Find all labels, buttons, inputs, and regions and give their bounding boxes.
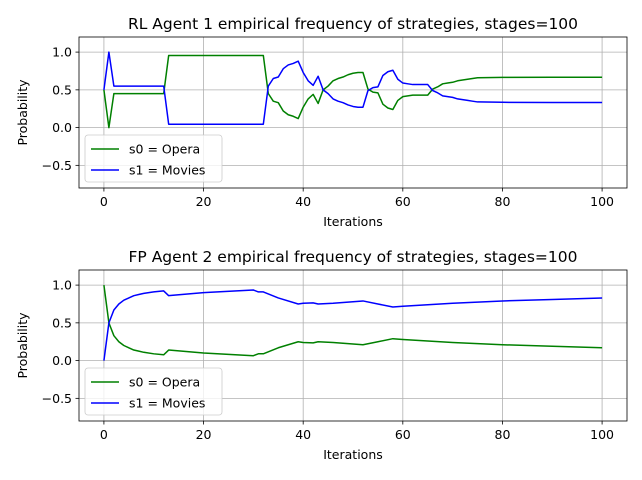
y-tick-label: 0.5 <box>52 82 72 97</box>
x-tick-label: 100 <box>590 194 614 209</box>
x-tick-label: 60 <box>395 194 411 209</box>
x-tick-label: 80 <box>495 427 511 442</box>
x-tick-label: 40 <box>295 194 311 209</box>
x-tick-label: 20 <box>196 427 212 442</box>
legend-label: s0 = Opera <box>129 142 200 157</box>
series-line-s1-movies <box>103 289 603 361</box>
y-tick-label: 1.0 <box>52 45 72 60</box>
series-line-s0-opera <box>103 285 603 357</box>
legend-label: s0 = Opera <box>129 375 200 390</box>
chart-1: 0 20 40 60 80 100 −0.5 0.0 0.5 1.0 RL Agent 1 empi… <box>15 15 628 229</box>
y-tick-label: 0.0 <box>52 353 72 368</box>
series-line-s1-movies <box>103 51 603 125</box>
legend: s0 = Opera s1 = Movies <box>84 134 223 183</box>
chart-2: 0 20 40 60 80 100 −0.5 0.0 0.5 1.0 FP Agent 2 empi… <box>15 248 628 462</box>
x-axis-label: Iterations <box>323 447 383 462</box>
x-tick-label: 20 <box>196 194 212 209</box>
y-tick-label: −0.5 <box>42 158 72 173</box>
y-tick-label: 0.0 <box>52 120 72 135</box>
y-axis-label: Probability <box>15 312 30 379</box>
legend: s0 = Opera s1 = Movies <box>84 367 223 416</box>
chart-title: FP Agent 2 empirical frequency of strate… <box>129 248 578 266</box>
y-axis-label: Probability <box>15 79 30 146</box>
x-tick-label: 40 <box>295 427 311 442</box>
x-tick-label: 60 <box>395 427 411 442</box>
x-tick-label: 80 <box>495 194 511 209</box>
axes-frame <box>78 36 628 189</box>
x-tick-label: 0 <box>100 194 108 209</box>
axes-frame <box>78 269 628 422</box>
y-tick-label: −0.5 <box>42 391 72 406</box>
chart-title: RL Agent 1 empirical frequency of strate… <box>128 15 578 33</box>
series-line-s0-opera <box>103 54 603 129</box>
legend-box <box>84 367 223 416</box>
x-tick-label: 100 <box>590 427 614 442</box>
legend-label: s1 = Movies <box>129 163 205 178</box>
legend-label: s1 = Movies <box>129 396 205 411</box>
legend-box <box>84 134 223 183</box>
y-tick-label: 1.0 <box>52 278 72 293</box>
x-axis-label: Iterations <box>323 214 383 229</box>
x-tick-label: 0 <box>100 427 108 442</box>
y-tick-label: 0.5 <box>52 315 72 330</box>
